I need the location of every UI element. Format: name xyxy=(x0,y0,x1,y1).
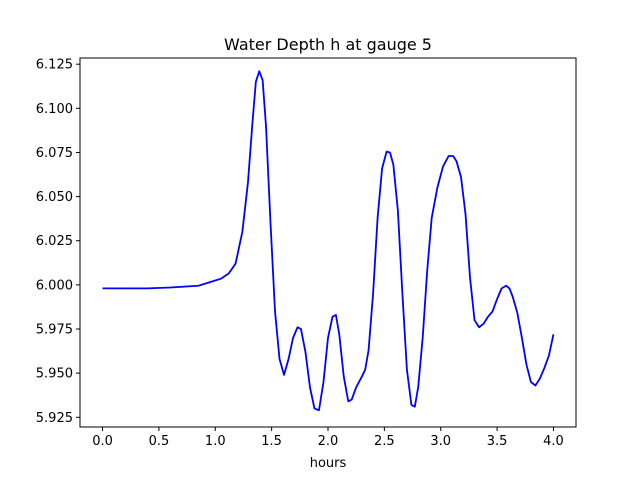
y-tick-label: 6.125 xyxy=(36,58,73,73)
y-tick-label: 5.950 xyxy=(36,367,73,382)
x-tick-label: 0.0 xyxy=(92,434,113,449)
x-tick-label: 1.5 xyxy=(261,434,282,449)
y-tick-label: 6.050 xyxy=(36,190,73,205)
x-tick-label: 3.5 xyxy=(487,434,508,449)
plot-area xyxy=(102,70,555,412)
x-axis-label: hours xyxy=(310,456,347,471)
x-tick-label: 2.0 xyxy=(318,434,339,449)
y-tick-label: 6.100 xyxy=(36,102,73,117)
y-tick-label: 5.975 xyxy=(36,323,73,338)
x-tick-label: 0.5 xyxy=(149,434,170,449)
y-tick-label: 5.925 xyxy=(36,411,73,426)
y-tick-label: 6.000 xyxy=(36,278,73,293)
y-axis: 5.925 5.950 5.975 6.000 6.025 6.050 6.075 6.100… xyxy=(36,58,80,426)
chart-title: Water Depth h at gauge 5 xyxy=(224,35,432,54)
x-tick-label: 3.0 xyxy=(430,434,451,449)
series-line-0 xyxy=(102,70,555,412)
x-tick-label: 2.5 xyxy=(374,434,395,449)
plot-frame xyxy=(79,57,577,428)
x-tick-label: 1.0 xyxy=(205,434,226,449)
y-tick-label: 6.075 xyxy=(36,146,73,161)
x-axis: 0.0 0.5 1.0 1.5 2.0 2.5 3.0 3.5 4.0 xyxy=(92,427,564,449)
y-tick-label: 6.025 xyxy=(36,234,73,249)
x-tick-label: 4.0 xyxy=(543,434,564,449)
